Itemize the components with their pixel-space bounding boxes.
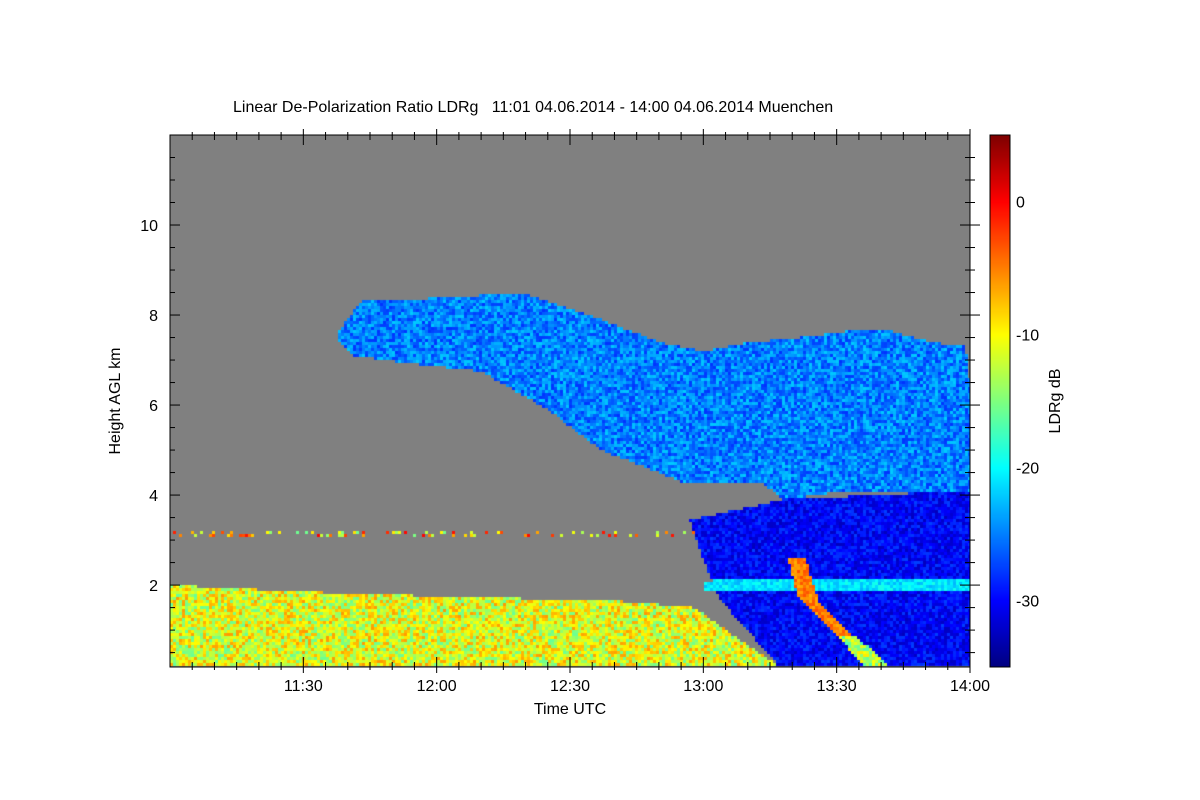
x-tick-label: 13:00 [683,678,723,695]
colorbar [990,135,1010,667]
colorbar-tick-label: -20 [1016,461,1039,478]
colorbar-tick-label: -30 [1016,594,1039,611]
y-tick-label: 6 [149,398,158,415]
heatmap-field [170,135,970,667]
y-axis-label: Height AGL km [107,347,124,454]
colorbar-frame [989,134,1011,668]
chart-title: Linear De-Polarization Ratio LDRg 11:01 … [233,99,834,116]
y-tick-label: 4 [149,488,158,505]
colorbar-tick-label: -10 [1016,328,1039,345]
x-tick-label: 11:30 [284,678,323,695]
colorbar-label: LDRg dB [1047,369,1064,434]
x-tick-label: 14:00 [950,678,990,695]
x-tick-label: 13:30 [817,678,857,695]
y-tick-label: 2 [149,578,158,595]
y-tick-label: 8 [149,308,158,325]
x-tick-label: 12:30 [550,678,590,695]
y-tick-label: 10 [140,218,158,235]
x-tick-label: 12:00 [417,678,457,695]
x-axis-label: Time UTC [534,701,606,718]
colorbar-tick-label: 0 [1016,195,1025,212]
